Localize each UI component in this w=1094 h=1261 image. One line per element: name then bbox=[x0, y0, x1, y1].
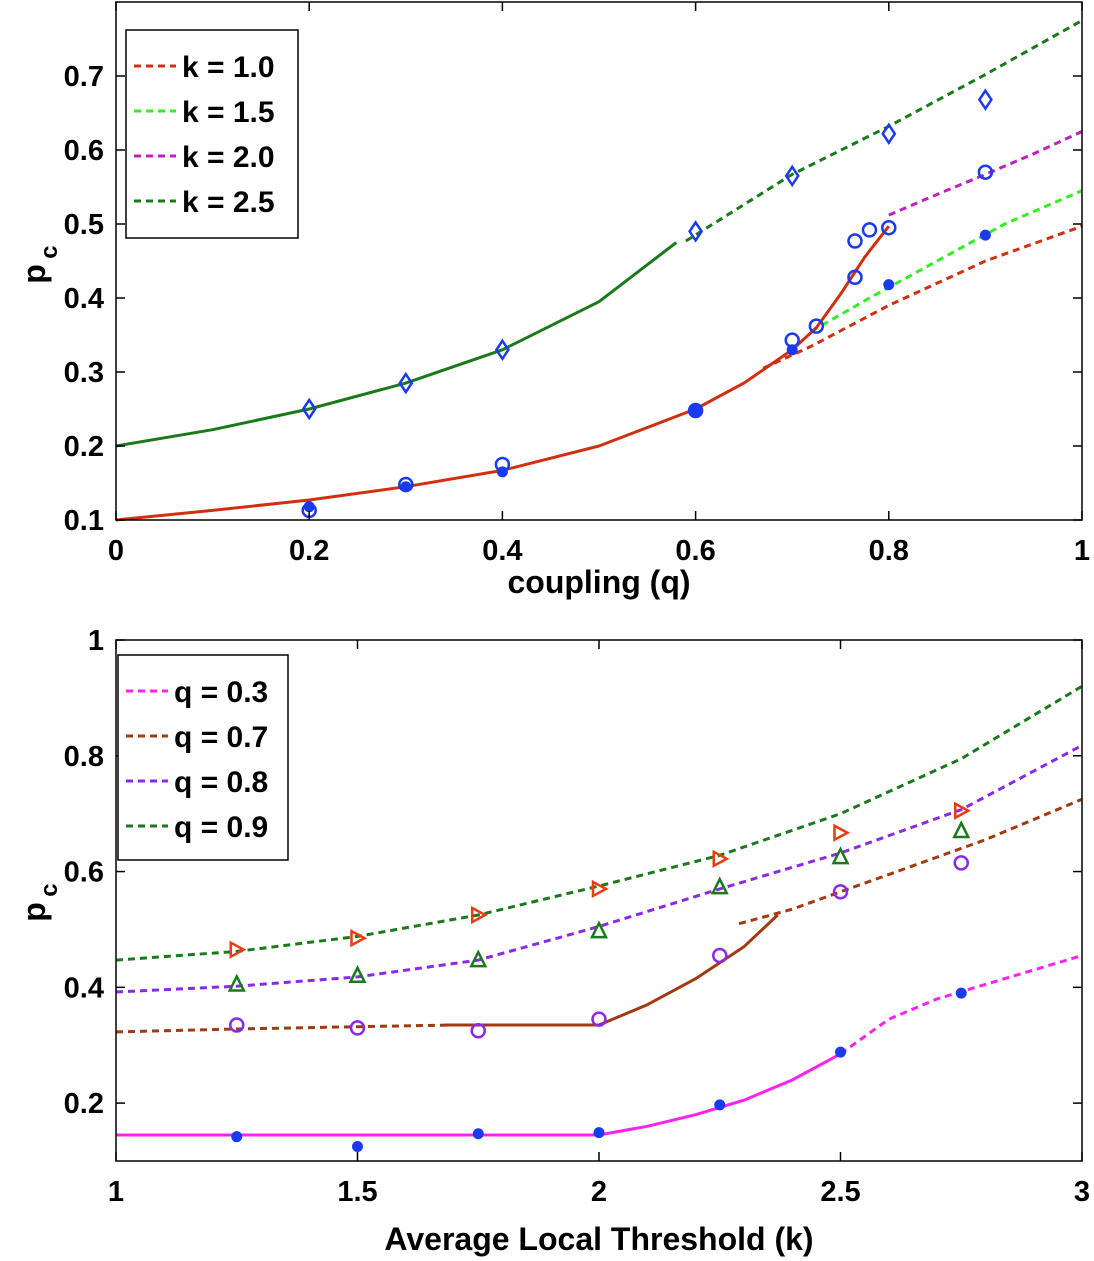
x-tick-label: 1.5 bbox=[337, 1176, 377, 1208]
y-tick-label: 0.2 bbox=[64, 431, 104, 463]
x-tick-label: 1 bbox=[1074, 535, 1090, 567]
data-point-star-2 bbox=[497, 467, 507, 477]
y-axis-label-main: p bbox=[16, 264, 52, 284]
y-tick-label: 0.1 bbox=[64, 505, 104, 537]
x-tick-label: 2 bbox=[591, 1176, 607, 1208]
data-point-star-0 bbox=[232, 1132, 242, 1142]
y-tick-label: 0.6 bbox=[64, 857, 104, 889]
data-point-star-4 bbox=[787, 345, 797, 355]
y-axis-label-subscript: c bbox=[36, 245, 63, 258]
data-point-star-5 bbox=[836, 1047, 846, 1057]
data-point-star-3 bbox=[691, 405, 701, 415]
x-tick-label: 0.6 bbox=[675, 535, 715, 567]
x-tick-label: 0 bbox=[108, 535, 124, 567]
y-tick-label: 0.4 bbox=[64, 283, 104, 315]
y-tick-label: 0.3 bbox=[64, 357, 104, 389]
y-tick-label: 1 bbox=[88, 625, 104, 657]
data-point-star-1 bbox=[401, 482, 411, 492]
x-axis-label: Average Local Threshold (k) bbox=[384, 1221, 813, 1257]
y-tick-label: 0.4 bbox=[64, 972, 104, 1004]
y-tick-label: 0.8 bbox=[64, 741, 104, 773]
data-point-star-6 bbox=[980, 230, 990, 240]
data-point-star-6 bbox=[956, 988, 966, 998]
x-tick-label: 3 bbox=[1074, 1176, 1090, 1208]
y-axis-label-subscript: c bbox=[36, 883, 63, 896]
data-point-star-2 bbox=[473, 1129, 483, 1139]
data-point-star-4 bbox=[715, 1100, 725, 1110]
x-tick-label: 1 bbox=[108, 1176, 124, 1208]
x-tick-label: 0.8 bbox=[869, 535, 909, 567]
data-point-star-1 bbox=[353, 1142, 363, 1152]
legend-label-3: q = 0.9 bbox=[174, 811, 268, 844]
x-tick-label: 2.5 bbox=[820, 1176, 860, 1208]
x-tick-label: 0.2 bbox=[289, 535, 329, 567]
legend-label-3: k = 2.5 bbox=[182, 186, 275, 219]
y-tick-label: 0.2 bbox=[64, 1088, 104, 1120]
y-tick-label: 0.7 bbox=[64, 61, 104, 93]
legend-label-2: q = 0.8 bbox=[174, 766, 268, 799]
legend-label-2: k = 2.0 bbox=[182, 141, 275, 174]
legend-label-1: q = 0.7 bbox=[174, 721, 268, 754]
data-point-star-0 bbox=[304, 502, 314, 512]
y-tick-label: 0.6 bbox=[64, 135, 104, 167]
legend: q = 0.3 q = 0.7 q = 0.8 q = 0.9 bbox=[118, 655, 288, 860]
data-point-star-3 bbox=[594, 1128, 604, 1138]
legend-label-0: k = 1.0 bbox=[182, 51, 275, 84]
y-tick-label: 0.5 bbox=[64, 209, 104, 241]
legend-label-1: k = 1.5 bbox=[182, 96, 275, 129]
data-point-star-5 bbox=[884, 280, 894, 290]
x-axis-label: coupling (q) bbox=[507, 564, 690, 600]
x-tick-label: 0.4 bbox=[482, 535, 522, 567]
y-axis-label-main: p bbox=[16, 902, 52, 922]
legend-label-0: q = 0.3 bbox=[174, 676, 268, 709]
legend: k = 1.0 k = 1.5 k = 2.0 k = 2.5 bbox=[126, 30, 298, 238]
